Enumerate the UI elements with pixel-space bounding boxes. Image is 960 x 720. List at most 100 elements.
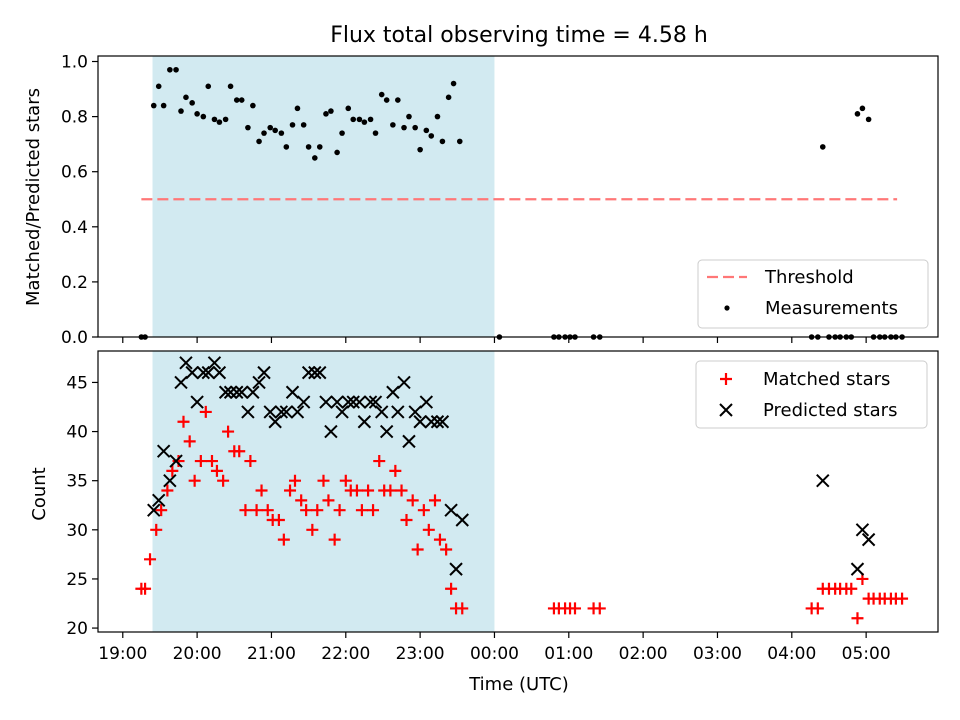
predicted-star-point: [163, 473, 177, 488]
matched-star-point: [284, 484, 297, 497]
matched-star-point: [244, 455, 257, 468]
matched-star-point: [395, 484, 408, 497]
predicted-star-point: [301, 365, 316, 380]
matched-star-point: [896, 592, 909, 605]
measurement-point: [167, 66, 173, 73]
measurement-point: [283, 144, 290, 150]
predicted-star-point: [290, 405, 305, 419]
matched-star-point: [183, 435, 196, 448]
predicted-star-point: [408, 405, 422, 419]
x-tick-label: 20:00: [173, 644, 222, 664]
measurement-point: [211, 116, 218, 123]
matched-star-point: [317, 474, 330, 487]
matched-star-point: [288, 474, 301, 487]
matched-star-point: [161, 484, 174, 497]
ratio-y-tick-label: 0.8: [61, 108, 88, 128]
legend-threshold-label: Threshold: [764, 267, 854, 288]
matched-star-point: [250, 504, 263, 517]
measurement-point: [222, 116, 229, 123]
matched-star-point: [456, 602, 469, 615]
predicted-star-point: [850, 562, 865, 576]
predicted-star-point: [335, 405, 349, 419]
predicted-star-point: [424, 415, 438, 429]
measurement-point: [383, 97, 390, 103]
predicted-star-point: [363, 395, 378, 409]
count-y-tick-label: 35: [66, 472, 88, 492]
measurement-point: [173, 66, 179, 73]
x-tick-label: 19:00: [98, 644, 147, 664]
measurement-point: [367, 116, 374, 123]
matched-star-point: [811, 602, 824, 615]
matched-star-points: [135, 405, 909, 625]
measurement-point: [227, 83, 234, 90]
measurement-point: [238, 97, 245, 103]
matched-star-point: [222, 425, 235, 438]
matched-star-point: [373, 455, 386, 468]
predicted-star-point: [223, 385, 238, 399]
measurement-point: [189, 100, 195, 106]
measurement-point: [216, 119, 223, 125]
predicted-star-point: [147, 503, 161, 517]
predicted-star-point: [330, 395, 344, 409]
measurement-point: [439, 138, 446, 145]
predicted-star-point: [218, 385, 233, 399]
predicted-star-point: [274, 405, 289, 419]
legend-matched-label: Matched stars: [763, 369, 890, 390]
matched-star-point: [384, 484, 397, 497]
predicted-star-point: [169, 454, 183, 468]
measurement-points: [138, 66, 905, 340]
measurement-point: [267, 124, 274, 131]
predicted-star-point: [402, 434, 416, 449]
predicted-star-point: [375, 405, 389, 419]
predicted-star-point: [413, 415, 427, 429]
predicted-star-point: [252, 375, 266, 390]
measurement-point: [205, 83, 212, 90]
measurement-point: [390, 122, 396, 128]
matched-star-point: [389, 464, 402, 477]
measurement-point: [300, 122, 307, 128]
measurement-point: [417, 146, 423, 153]
predicted-star-point: [352, 395, 367, 409]
x-tick-label: 21:00: [247, 644, 296, 664]
matched-star-point: [166, 464, 179, 477]
matched-star-point: [210, 464, 223, 477]
predicted-star-point: [257, 365, 271, 380]
predicted-star-point: [230, 385, 244, 399]
predicted-star-point: [397, 375, 411, 390]
measurement-point: [160, 102, 167, 109]
measurement-point: [450, 80, 457, 87]
measurement-point: [250, 102, 256, 109]
measurement-point: [350, 116, 357, 123]
count-y-tick-label: 25: [66, 570, 88, 590]
matched-star-point: [277, 533, 290, 546]
predicted-star-point: [324, 424, 338, 439]
predicted-star-points: [147, 356, 876, 576]
matched-star-point: [593, 602, 606, 615]
predicted-star-point: [855, 523, 870, 537]
measurement-point: [200, 113, 207, 120]
predicted-star-point: [156, 444, 171, 458]
predicted-star-point: [296, 395, 311, 409]
matched-star-point: [406, 494, 419, 507]
measurement-point: [361, 119, 368, 125]
legend-predicted-swatch: [719, 403, 733, 417]
measurement-point: [233, 97, 240, 103]
predicted-star-point: [435, 415, 450, 429]
measurement-point: [272, 127, 278, 134]
predicted-star-point: [285, 385, 300, 399]
count-y-axis-label: Count: [29, 467, 50, 520]
chart-title: Flux total observing time = 4.58 h: [330, 23, 708, 48]
predicted-star-point: [346, 395, 360, 409]
x-tick-label: 00:00: [470, 644, 519, 664]
matched-star-point: [139, 582, 152, 595]
matched-star-point: [199, 405, 212, 418]
matched-star-point: [239, 504, 252, 517]
predicted-star-point: [449, 562, 463, 576]
count-x-ticks: 19:00 20:00 21:00 22:00 23:00 00:00 01:00 02:00…: [98, 632, 891, 664]
matched-star-point: [261, 504, 274, 517]
measurement-point: [328, 108, 334, 114]
predicted-star-point: [319, 395, 333, 409]
count-y-tick-label: 40: [66, 423, 88, 443]
count-legend: Matched stars Predicted stars: [695, 360, 928, 429]
count-y-ticks: 20 25 30 35 40 45: [66, 373, 98, 639]
